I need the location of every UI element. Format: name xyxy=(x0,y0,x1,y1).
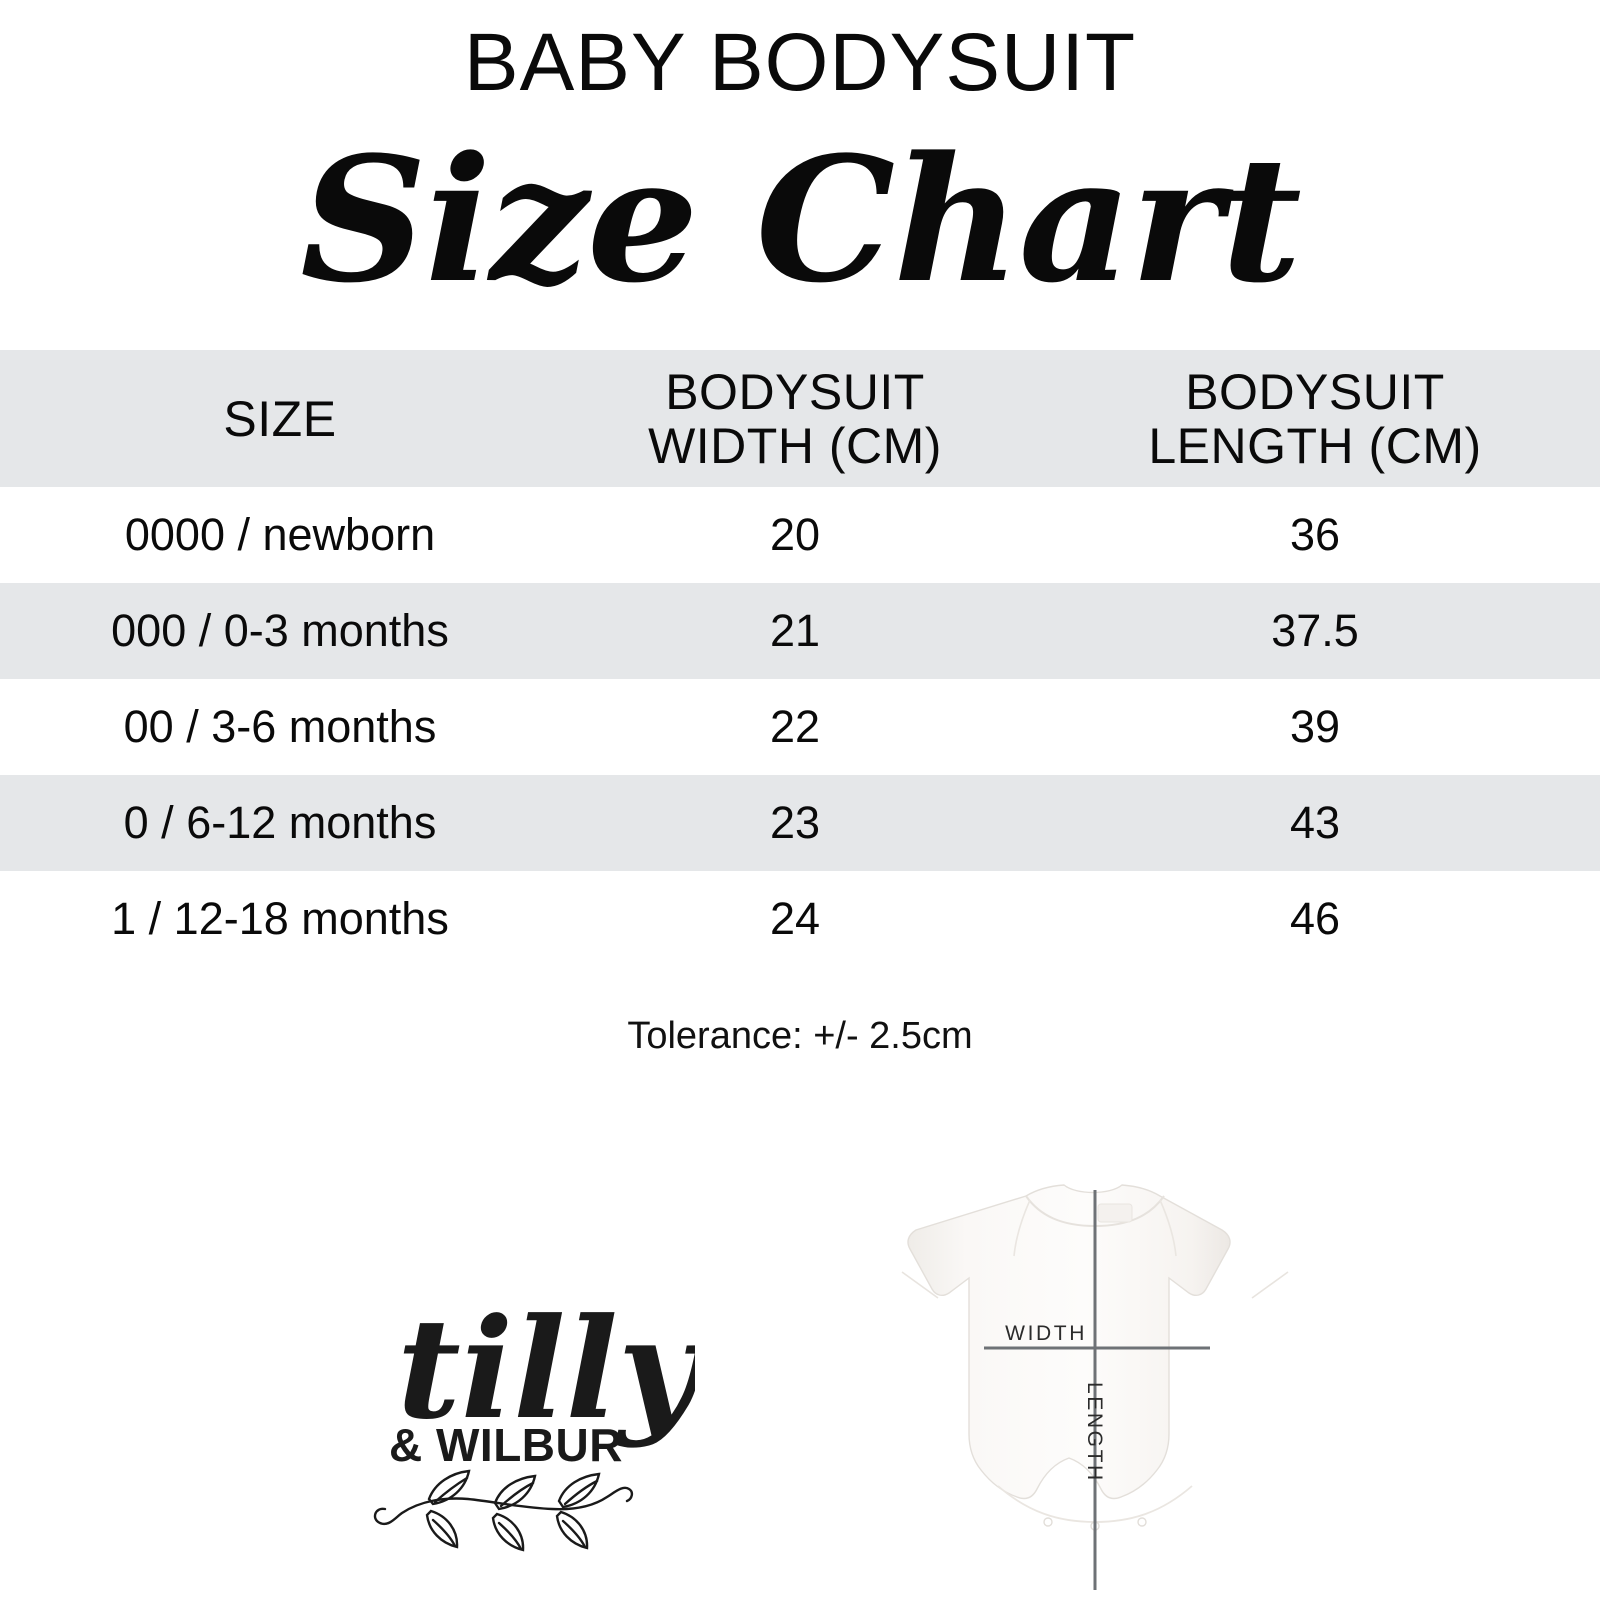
tolerance-note: Tolerance: +/- 2.5cm xyxy=(627,1015,973,1057)
table-row: 00 / 3-6 months 22 39 xyxy=(0,679,1600,775)
leaf-branch-icon xyxy=(373,1469,634,1552)
size-chart-table: SIZE BODYSUIT WIDTH (CM) BODYSUIT LENGTH… xyxy=(0,350,1600,967)
width-label: WIDTH xyxy=(1005,1322,1087,1345)
cell-size: 0000 / newborn xyxy=(124,509,436,560)
cell-length: 39 xyxy=(1289,701,1341,752)
cell-size: 000 / 0-3 months xyxy=(111,605,449,656)
logo-sub-text: & WILBUR xyxy=(389,1419,623,1471)
table-header-row: SIZE BODYSUIT WIDTH (CM) BODYSUIT LENGTH… xyxy=(0,350,1600,487)
cell-length: 36 xyxy=(1289,509,1341,560)
column-header-size: SIZE xyxy=(223,390,337,447)
measurement-guides xyxy=(984,1190,1210,1590)
length-label: LENGTH xyxy=(1083,1382,1106,1483)
logo-script-text: tilly xyxy=(397,1287,695,1450)
bodysuit-illustration: WIDTH LENGTH xyxy=(880,1160,1310,1600)
cell-width: 23 xyxy=(769,797,821,848)
cell-size: 00 / 3-6 months xyxy=(123,701,437,752)
cell-width: 24 xyxy=(769,893,821,944)
table-row: 0000 / newborn 20 36 xyxy=(0,487,1600,583)
column-header-bodysuit-width: BODYSUIT WIDTH (CM) xyxy=(648,363,942,474)
cell-length: 46 xyxy=(1289,893,1341,944)
cell-size: 1 / 12-18 months xyxy=(111,893,449,944)
product-title: BABY BODYSUIT xyxy=(463,17,1137,108)
page-title: Size Chart xyxy=(300,118,1302,321)
column-header-bodysuit-length: BODYSUIT LENGTH (CM) xyxy=(1148,363,1482,474)
table-row: 1 / 12-18 months 24 46 xyxy=(0,871,1600,967)
cell-length: 43 xyxy=(1289,797,1341,848)
cell-width: 21 xyxy=(769,605,821,656)
table-row: 000 / 0-3 months 21 37.5 xyxy=(0,583,1600,679)
cell-width: 22 xyxy=(769,701,821,752)
cell-size: 0 / 6-12 months xyxy=(123,797,437,848)
table-row: 0 / 6-12 months 23 43 xyxy=(0,775,1600,871)
brand-logo: tilly & WILBUR xyxy=(345,1265,695,1555)
neck-tag-icon xyxy=(1097,1203,1133,1223)
header-block: BABY BODYSUIT Size Chart xyxy=(0,0,1600,311)
cell-length: 37.5 xyxy=(1271,605,1359,656)
cell-width: 20 xyxy=(769,509,821,560)
